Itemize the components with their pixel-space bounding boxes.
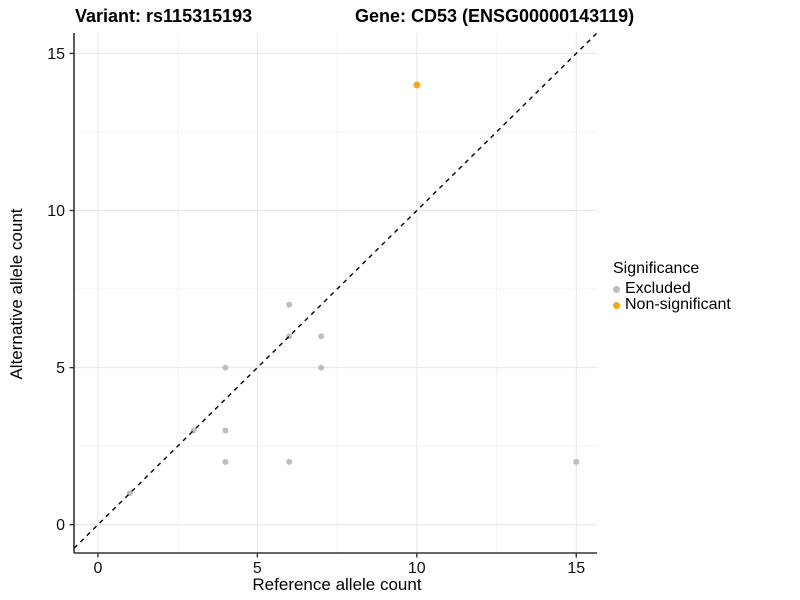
data-point-excluded bbox=[573, 458, 580, 465]
x-tick-label: 5 bbox=[253, 560, 262, 577]
data-point-excluded bbox=[222, 458, 229, 465]
data-point-excluded bbox=[222, 364, 229, 371]
x-tick-label: 10 bbox=[408, 560, 426, 577]
legend-item-label: Non-significant bbox=[625, 296, 731, 313]
y-tick-label: 10 bbox=[47, 203, 65, 220]
data-point-excluded bbox=[222, 427, 229, 434]
y-tick-label: 15 bbox=[47, 46, 65, 63]
y-tick-label: 0 bbox=[56, 517, 65, 534]
legend: Significance Excluded Non-significant bbox=[613, 260, 731, 313]
excluded-dot-icon bbox=[613, 285, 620, 293]
data-point-non-significant bbox=[413, 81, 421, 89]
data-point-excluded bbox=[318, 333, 325, 340]
identity-dashed-line bbox=[73, 32, 598, 549]
y-tick-label: 5 bbox=[56, 360, 65, 377]
data-point-excluded bbox=[318, 364, 325, 371]
non-significant-dot-icon bbox=[613, 301, 620, 309]
data-point-excluded bbox=[286, 301, 293, 308]
plot-title-gene: Gene: CD53 (ENSG00000143119) bbox=[355, 6, 635, 26]
data-point-excluded bbox=[286, 458, 293, 465]
legend-item-label: Excluded bbox=[625, 280, 691, 297]
x-axis-label: Reference allele count bbox=[252, 575, 422, 594]
y-axis-label: Alternative allele count bbox=[7, 208, 26, 380]
x-tick-label: 0 bbox=[93, 560, 102, 577]
legend-item-excluded: Excluded bbox=[613, 280, 731, 297]
plot-title-variant: Variant: rs115315193 bbox=[75, 6, 253, 26]
x-tick-label: 15 bbox=[567, 560, 585, 577]
legend-item-non-significant: Non-significant bbox=[613, 296, 731, 313]
legend-title: Significance bbox=[613, 260, 700, 277]
